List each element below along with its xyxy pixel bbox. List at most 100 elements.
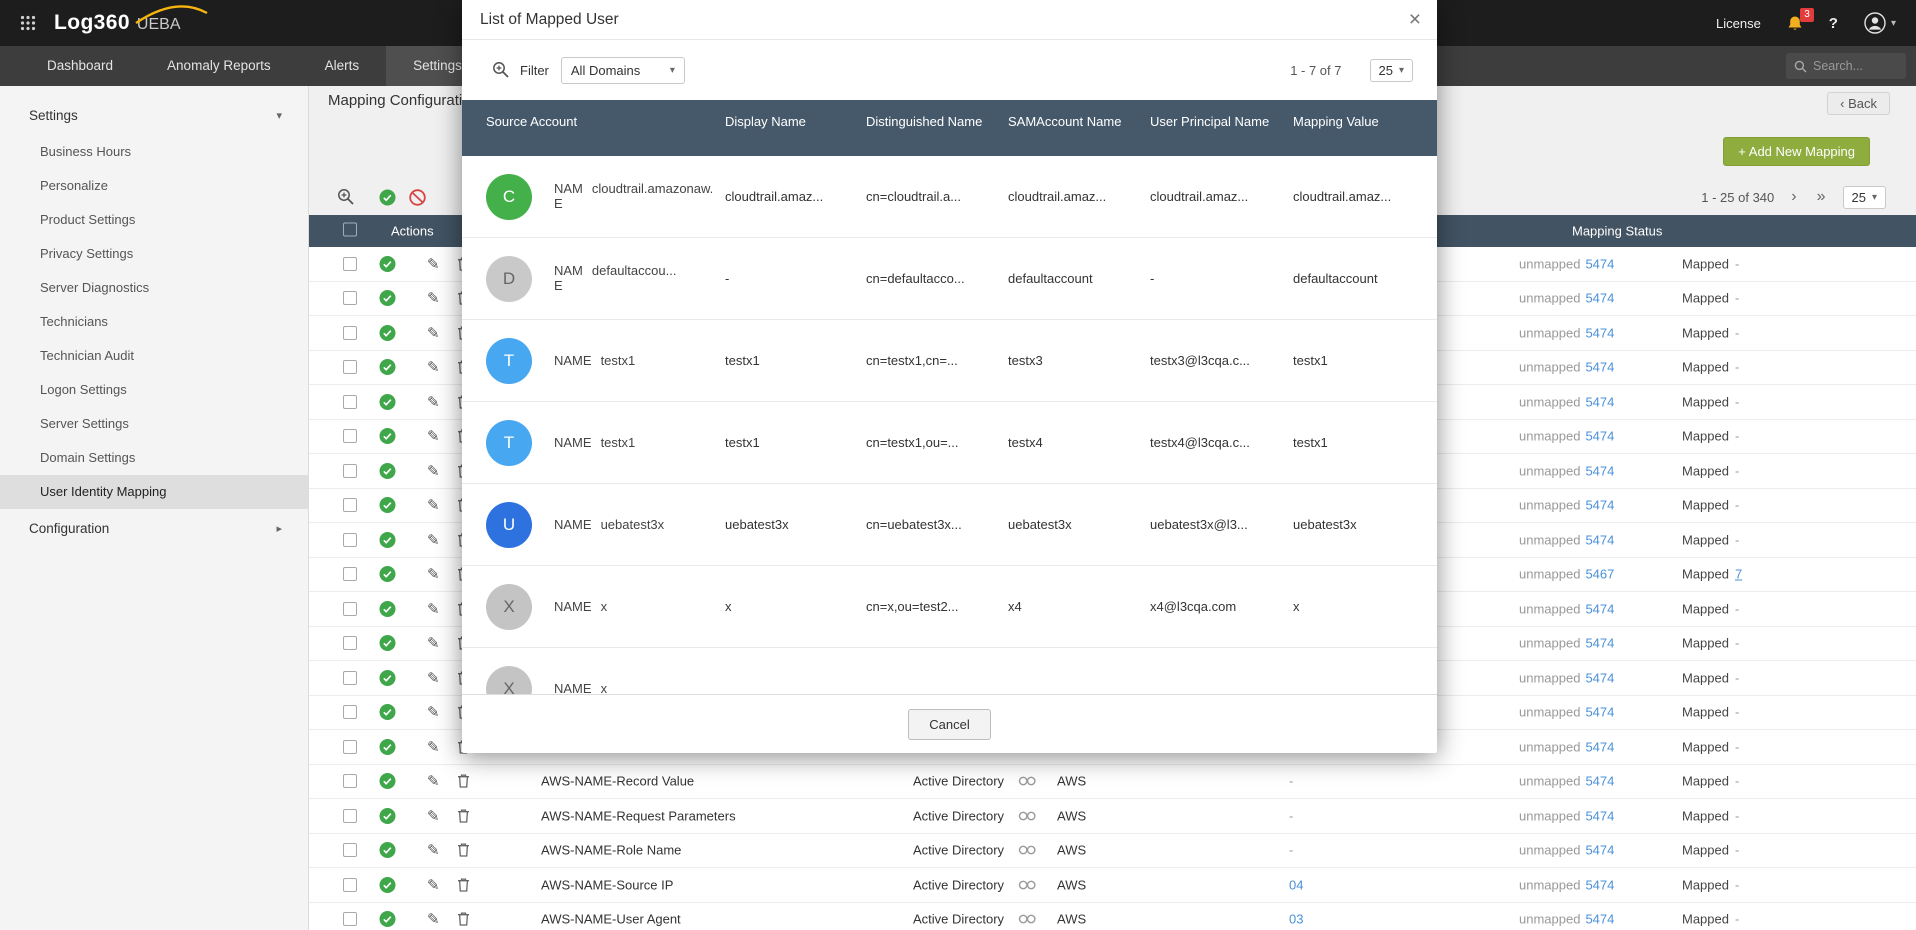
row-checkbox[interactable] (343, 532, 357, 547)
sidebar-item-product-settings[interactable]: Product Settings (40, 212, 136, 227)
enable-mapping-icon[interactable] (379, 773, 396, 790)
unmapped-count-link[interactable]: 5474 (1585, 704, 1615, 720)
row-checkbox[interactable] (343, 670, 357, 685)
enable-mapping-icon[interactable] (379, 324, 396, 341)
enable-mapping-icon[interactable] (379, 359, 396, 376)
global-search[interactable] (1786, 53, 1906, 79)
enable-mapping-icon[interactable] (379, 738, 396, 755)
sidebar-item-technicians[interactable]: Technicians (40, 314, 108, 329)
row-checkbox[interactable] (343, 256, 357, 271)
unmapped-count-link[interactable]: 5474 (1585, 808, 1615, 824)
row-checkbox[interactable] (343, 360, 357, 375)
row-checkbox[interactable] (343, 463, 357, 478)
unmapped-count-link[interactable]: 5474 (1585, 359, 1615, 375)
sidebar-item-server-settings[interactable]: Server Settings (40, 416, 129, 431)
row-checkbox[interactable] (343, 567, 357, 582)
unmapped-count-link[interactable]: 5474 (1585, 877, 1615, 893)
sidebar-item-logon-settings[interactable]: Logon Settings (40, 382, 127, 397)
edit-icon[interactable]: ✎ (427, 359, 440, 377)
row-checkbox[interactable] (343, 774, 357, 789)
edit-icon[interactable]: ✎ (427, 531, 440, 549)
back-button[interactable]: ‹ Back (1827, 92, 1890, 115)
edit-icon[interactable]: ✎ (427, 566, 440, 584)
delete-icon[interactable] (457, 774, 470, 789)
unmapped-count-link[interactable]: 5474 (1585, 842, 1615, 858)
edit-icon[interactable]: ✎ (427, 497, 440, 515)
enable-mapping-icon[interactable] (379, 876, 396, 893)
page-size-select[interactable]: 25 ▾ (1842, 185, 1886, 209)
domain-filter-select[interactable]: All Domains ▾ (560, 56, 685, 84)
enable-mapping-icon[interactable] (379, 635, 396, 652)
enable-mapping-icon[interactable] (379, 911, 396, 928)
sidebar-item-personalize[interactable]: Personalize (40, 178, 108, 193)
row-checkbox[interactable] (343, 705, 357, 720)
enable-mapping-icon[interactable] (379, 842, 396, 859)
unmapped-count-link[interactable]: 5474 (1585, 256, 1615, 272)
unmapped-count-link[interactable]: 5474 (1585, 325, 1615, 341)
enable-mapping-icon[interactable] (379, 189, 396, 206)
user-account-menu[interactable]: ▾ (1864, 12, 1896, 34)
edit-icon[interactable]: ✎ (427, 600, 440, 618)
sidebar-item-domain-settings[interactable]: Domain Settings (40, 450, 136, 465)
nav-item-anomaly-reports[interactable]: Anomaly Reports (167, 58, 271, 73)
enable-mapping-icon[interactable] (379, 497, 396, 514)
column-search-icon[interactable] (337, 188, 355, 206)
unmapped-count-link[interactable]: 5474 (1585, 428, 1615, 444)
edit-icon[interactable]: ✎ (427, 773, 440, 791)
enable-mapping-icon[interactable] (379, 704, 396, 721)
product-logo[interactable]: Log360 UEBA (54, 5, 208, 35)
edit-icon[interactable]: ✎ (427, 393, 440, 411)
unmapped-count-link[interactable]: 5474 (1585, 394, 1615, 410)
sidebar-section-settings[interactable]: Settings ▾ (0, 96, 308, 135)
sidebar-section-configuration[interactable]: Configuration ▸ (0, 509, 308, 548)
row-checkbox[interactable] (343, 498, 357, 513)
unmapped-count-link[interactable]: 5474 (1585, 532, 1615, 548)
sidebar-item-privacy-settings[interactable]: Privacy Settings (40, 246, 134, 261)
edit-icon[interactable]: ✎ (427, 255, 440, 273)
notification-bell-icon[interactable]: 3 (1787, 7, 1814, 32)
edit-icon[interactable]: ✎ (427, 324, 440, 342)
unmapped-count-link[interactable]: 5474 (1585, 911, 1615, 927)
modal-page-size-select[interactable]: 25 ▾ (1369, 58, 1413, 82)
row-checkbox[interactable] (343, 912, 357, 927)
unmapped-count-link[interactable]: 5474 (1585, 290, 1615, 306)
edit-icon[interactable]: ✎ (427, 428, 440, 446)
edit-icon[interactable]: ✎ (427, 876, 440, 894)
unmapped-count-link[interactable]: 5474 (1585, 773, 1615, 789)
enable-mapping-icon[interactable] (379, 393, 396, 410)
row-checkbox[interactable] (343, 843, 357, 858)
row-checkbox[interactable] (343, 429, 357, 444)
edit-icon[interactable]: ✎ (427, 290, 440, 308)
sidebar-item-technician-audit[interactable]: Technician Audit (40, 348, 134, 363)
enable-mapping-icon[interactable] (379, 566, 396, 583)
edit-icon[interactable]: ✎ (427, 669, 440, 687)
disable-mapping-icon[interactable] (409, 188, 426, 206)
row-checkbox[interactable] (343, 394, 357, 409)
enable-mapping-icon[interactable] (379, 428, 396, 445)
enable-mapping-icon[interactable] (379, 255, 396, 272)
edit-icon[interactable]: ✎ (427, 635, 440, 653)
last-page-icon[interactable]: » (1816, 188, 1826, 205)
row-checkbox[interactable] (343, 877, 357, 892)
sidebar-item-user-identity-mapping[interactable]: User Identity Mapping (0, 475, 308, 509)
edit-icon[interactable]: ✎ (427, 462, 440, 480)
edit-icon[interactable]: ✎ (427, 807, 440, 825)
delete-icon[interactable] (457, 912, 470, 927)
nav-item-alerts[interactable]: Alerts (324, 58, 360, 73)
row-checkbox[interactable] (343, 808, 357, 823)
delete-icon[interactable] (457, 843, 470, 858)
unmapped-count-link[interactable]: 5467 (1585, 566, 1615, 582)
unmapped-count-link[interactable]: 5474 (1585, 635, 1615, 651)
enable-mapping-icon[interactable] (379, 531, 396, 548)
delete-icon[interactable] (457, 877, 470, 892)
sidebar-item-server-diagnostics[interactable]: Server Diagnostics (40, 280, 150, 295)
cancel-button[interactable]: Cancel (908, 708, 991, 740)
search-input[interactable] (1813, 59, 1895, 73)
column-search-icon[interactable] (492, 61, 510, 79)
enable-mapping-icon[interactable] (379, 462, 396, 479)
delete-icon[interactable] (457, 808, 470, 823)
unmapped-count-link[interactable]: 5474 (1585, 497, 1615, 513)
unmapped-count-link[interactable]: 5474 (1585, 463, 1615, 479)
row-checkbox[interactable] (343, 739, 357, 754)
edit-icon[interactable]: ✎ (427, 842, 440, 860)
